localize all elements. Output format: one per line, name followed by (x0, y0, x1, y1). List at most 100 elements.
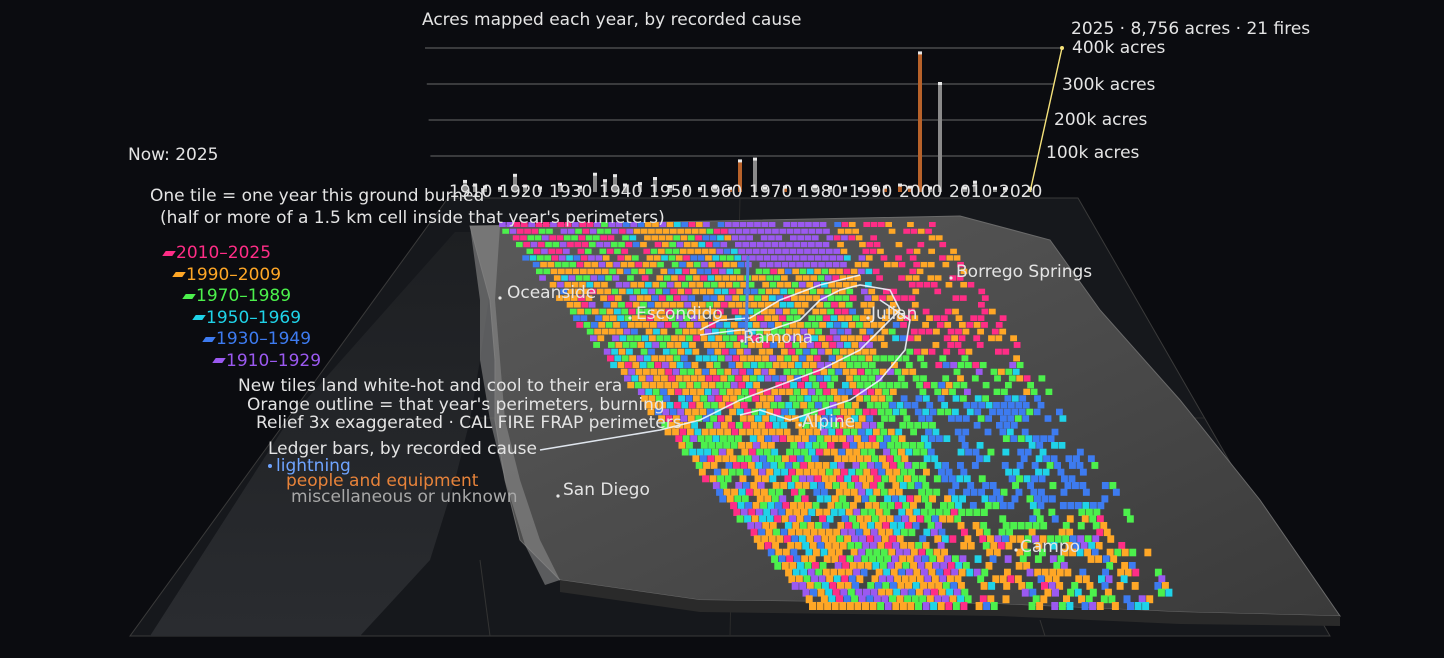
burn-tile (1056, 582, 1064, 590)
era-legend-label: 1950–1969 (206, 307, 302, 328)
burn-tile (686, 442, 693, 449)
burn-tile (1039, 448, 1047, 456)
ledger-bar (603, 181, 607, 192)
burn-tile (947, 575, 954, 584)
burn-tile (651, 295, 659, 301)
burn-tile (944, 322, 952, 328)
burn-tile (1023, 548, 1031, 557)
burn-tile (768, 535, 776, 543)
burn-tile (1084, 548, 1091, 557)
burn-tile (740, 462, 748, 469)
burn-tile (1027, 482, 1034, 490)
burn-tile (719, 495, 727, 503)
burn-tile (923, 528, 931, 537)
ledger-bar-cap (613, 174, 617, 178)
burn-tile (858, 415, 866, 422)
burn-tile (841, 395, 849, 402)
burn-tile (801, 302, 809, 308)
burn-tile (995, 322, 1003, 328)
burn-tile (734, 255, 742, 261)
burn-tile (807, 255, 815, 261)
burn-tile (865, 548, 873, 557)
burn-tile (799, 475, 807, 483)
burn-tile (644, 295, 651, 301)
burn-tile (718, 402, 726, 409)
burn-tile (821, 535, 829, 543)
burn-tile (758, 348, 766, 355)
burn-tile (1089, 502, 1097, 510)
burn-tile (634, 335, 641, 342)
burn-tile (664, 322, 672, 328)
ledger-chart (425, 46, 1064, 193)
burn-tile (574, 288, 582, 295)
burn-tile (788, 575, 796, 584)
burn-tile (913, 508, 921, 516)
burn-tile (865, 502, 872, 510)
burn-tile (959, 495, 966, 503)
burn-tile (757, 435, 765, 442)
burn-tile (712, 315, 720, 321)
burn-tile (814, 415, 821, 422)
burn-tile (943, 568, 951, 577)
burn-tile (669, 302, 677, 308)
burn-tile (738, 308, 746, 315)
burn-tile (579, 282, 586, 288)
burn-tile (917, 562, 925, 570)
burn-tile (828, 282, 835, 288)
burn-tile (920, 582, 928, 590)
burn-tile (769, 522, 777, 530)
burn-tile (944, 555, 952, 563)
burn-tile (826, 322, 834, 328)
burn-tile (1093, 508, 1101, 516)
burn-tile (912, 375, 920, 382)
era-legend-label: 2010–2025 (176, 243, 272, 263)
burn-tile (842, 368, 850, 375)
burn-tile (726, 495, 734, 503)
burn-tile (785, 402, 793, 409)
place-label-oceanside: Oceanside (507, 283, 597, 303)
burn-tile (974, 395, 982, 402)
burn-tile (773, 528, 780, 537)
burn-tile (936, 555, 944, 563)
burn-tile (632, 362, 640, 369)
burn-tile (650, 368, 658, 375)
burn-tile (701, 382, 709, 389)
burn-tile (759, 515, 766, 523)
burn-tile (1040, 522, 1048, 530)
burn-tile (893, 455, 901, 463)
burn-tile (1095, 555, 1102, 563)
burn-tile (1028, 602, 1036, 610)
burn-tile (829, 475, 837, 483)
burn-tile (608, 328, 616, 335)
ledger-bars (463, 51, 1032, 193)
burn-tile (746, 222, 754, 227)
burn-tile (709, 248, 716, 254)
burn-tile (714, 348, 722, 355)
burn-tile (830, 462, 837, 469)
burn-tile (822, 242, 830, 248)
burn-tile (790, 308, 798, 315)
burn-tile (705, 435, 712, 442)
burn-tile (1121, 548, 1129, 557)
burn-tile (778, 255, 785, 261)
burn-tile (769, 282, 777, 288)
burn-tile (979, 595, 987, 604)
burn-tile (922, 602, 930, 610)
burn-tile (1047, 435, 1055, 442)
burn-tile (991, 328, 999, 335)
burn-tile (659, 342, 667, 348)
burn-tile (840, 408, 848, 416)
burn-tile (801, 495, 809, 503)
burn-tile (617, 362, 625, 369)
burn-tile (834, 308, 842, 315)
burn-tile (708, 382, 716, 389)
burn-tile (757, 375, 765, 382)
burn-tile (822, 402, 830, 409)
burn-tile (703, 282, 711, 288)
burn-tile (739, 428, 746, 436)
burn-tile (783, 368, 791, 375)
burn-tile (737, 262, 745, 268)
burn-tile (856, 455, 864, 463)
burn-tile (783, 308, 790, 315)
